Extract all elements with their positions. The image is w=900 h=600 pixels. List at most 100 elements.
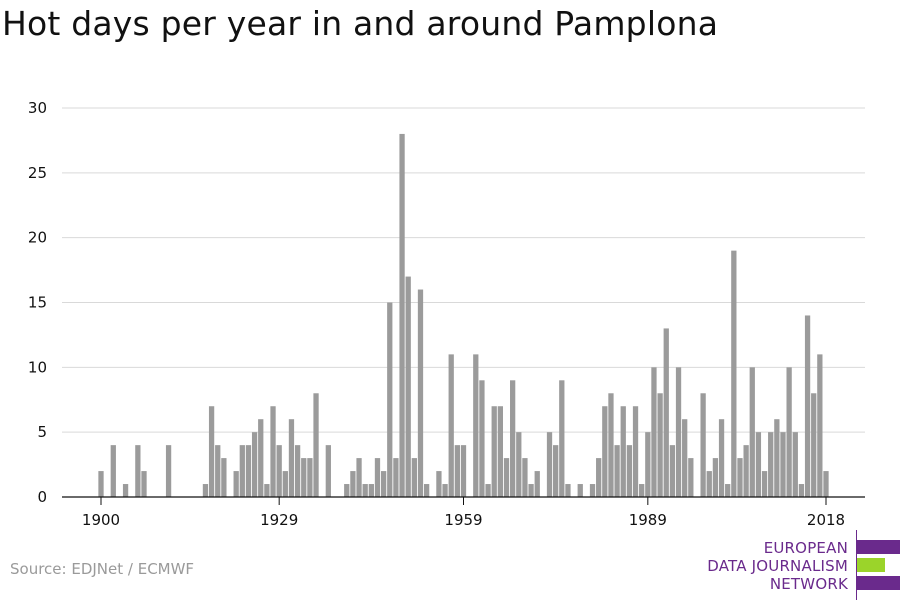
bar-1978 [577,484,583,497]
y-tick-label: 15 [28,294,47,312]
bar-1927 [264,484,270,497]
logo-text-network: NETWORK [769,575,848,593]
bar-1982 [602,406,608,497]
bar-1924 [245,445,252,497]
logo-bar-green [857,558,885,572]
bar-2018 [823,471,829,497]
bar-1993 [669,445,676,497]
bar-1966 [503,458,510,497]
bar-1947 [387,302,393,497]
bar-2013 [792,432,798,497]
gridlines [62,107,865,433]
bar-1946 [380,471,387,497]
y-axis-ticks: 0 5 10 15 20 25 30 [28,99,47,506]
bar-1950 [405,276,411,497]
bar-1951 [411,458,417,497]
bar-1952 [417,289,424,497]
bar-1981 [596,458,602,497]
logo-text-european: EUROPEAN [763,539,848,557]
bar-1996 [688,458,694,497]
bar-1900 [98,471,104,497]
bar-1955 [436,471,442,497]
bar-1948 [393,458,399,497]
bar-2010 [774,419,780,497]
bar-1911 [165,445,172,497]
bar-1984 [614,445,620,497]
bar-1932 [294,445,301,497]
bar-1973 [546,432,553,497]
bar-1962 [479,380,485,497]
bar-1976 [565,484,571,497]
bar-1986 [626,445,633,497]
bar-1904 [122,484,129,497]
bar-2012 [786,367,792,497]
x-tick-label: 1929 [260,511,298,529]
bar-2002 [725,484,731,497]
bar-1983 [608,393,614,497]
bar-1935 [313,393,319,497]
bar-1992 [663,328,669,497]
bar-1917 [202,484,209,497]
bar-2007 [755,432,762,497]
y-tick-label: 20 [28,229,47,247]
bar-2006 [749,367,755,497]
bar-1930 [282,471,288,497]
bar-1963 [485,484,491,497]
bar-2008 [761,471,768,497]
bar-1956 [442,484,448,497]
x-axis: 1900 1929 1959 1989 2018 [62,496,865,529]
bar-1959 [460,445,467,497]
bar-1987 [632,406,639,497]
y-tick-label: 25 [28,164,47,182]
bar-1967 [510,380,516,497]
bar-1990 [651,367,657,497]
bar-1944 [368,484,374,497]
bar-1964 [491,406,497,497]
bar-1931 [288,419,295,497]
x-tick-label: 2018 [807,511,845,529]
bar-1995 [682,419,688,497]
bar-1969 [522,458,528,497]
bar-1923 [239,445,245,497]
y-tick-label: 30 [28,99,47,117]
bar-2004 [737,458,743,497]
bar-1929 [276,445,282,497]
y-tick-label: 10 [28,358,47,376]
bar-1906 [135,445,141,497]
bar-1928 [270,406,276,497]
bar-1949 [399,133,405,497]
bar-2001 [718,419,725,497]
bar-1926 [258,419,264,497]
logo-bar-purple-top [857,540,900,554]
bar-2016 [811,393,817,497]
logo-text-data-journalism: DATA JOURNALISM [707,557,848,575]
bar-1980 [589,484,596,497]
edjnet-logo: EUROPEAN DATA JOURNALISM NETWORK [700,530,900,600]
bar-1925 [251,432,258,497]
bar-1999 [706,471,712,497]
bar-1968 [516,432,522,497]
bar-1971 [534,471,540,497]
bar-2015 [804,315,811,497]
x-tick-label: 1989 [629,511,667,529]
bar-1942 [356,458,362,497]
bar-1940 [344,484,350,497]
bar-1998 [700,393,706,497]
bar-1975 [559,380,565,497]
y-tick-label: 0 [37,488,47,506]
x-tick-label: 1959 [444,511,482,529]
bar-1933 [301,458,307,497]
bar-2000 [712,458,719,497]
bar-2011 [780,432,786,497]
bar-1953 [423,484,430,497]
bar-1994 [675,367,682,497]
bar-1945 [374,458,381,497]
bar-1902 [110,445,116,497]
bar-1941 [350,471,356,497]
bar-1937 [325,445,331,497]
logo-bar-purple-bottom [857,576,900,590]
bar-2017 [817,354,823,497]
logo-divider [856,530,857,600]
bar-1974 [553,445,559,497]
source-note: Source: EDJNet / ECMWF [10,560,195,578]
